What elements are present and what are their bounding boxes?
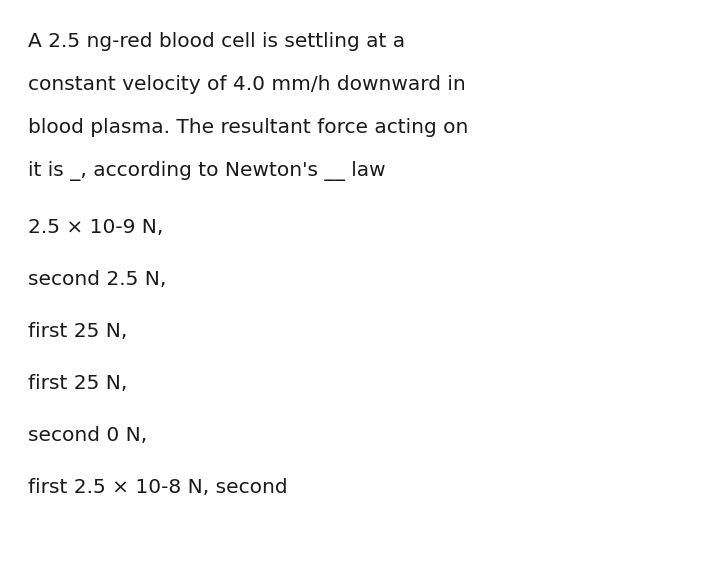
Text: it is _, according to Newton's __ law: it is _, according to Newton's __ law [28, 161, 385, 181]
Text: first 2.5 × 10-8 N, second: first 2.5 × 10-8 N, second [28, 478, 287, 497]
Text: constant velocity of 4.0 mm/h downward in: constant velocity of 4.0 mm/h downward i… [28, 75, 466, 94]
Text: blood plasma. The resultant force acting on: blood plasma. The resultant force acting… [28, 118, 468, 137]
Text: second 0 N,: second 0 N, [28, 426, 148, 445]
Text: first 25 N,: first 25 N, [28, 374, 127, 393]
Text: A 2.5 ng-red blood cell is settling at a: A 2.5 ng-red blood cell is settling at a [28, 32, 405, 51]
Text: 2.5 × 10-9 N,: 2.5 × 10-9 N, [28, 218, 163, 237]
Text: first 25 N,: first 25 N, [28, 322, 127, 341]
Text: second 2.5 N,: second 2.5 N, [28, 270, 167, 289]
